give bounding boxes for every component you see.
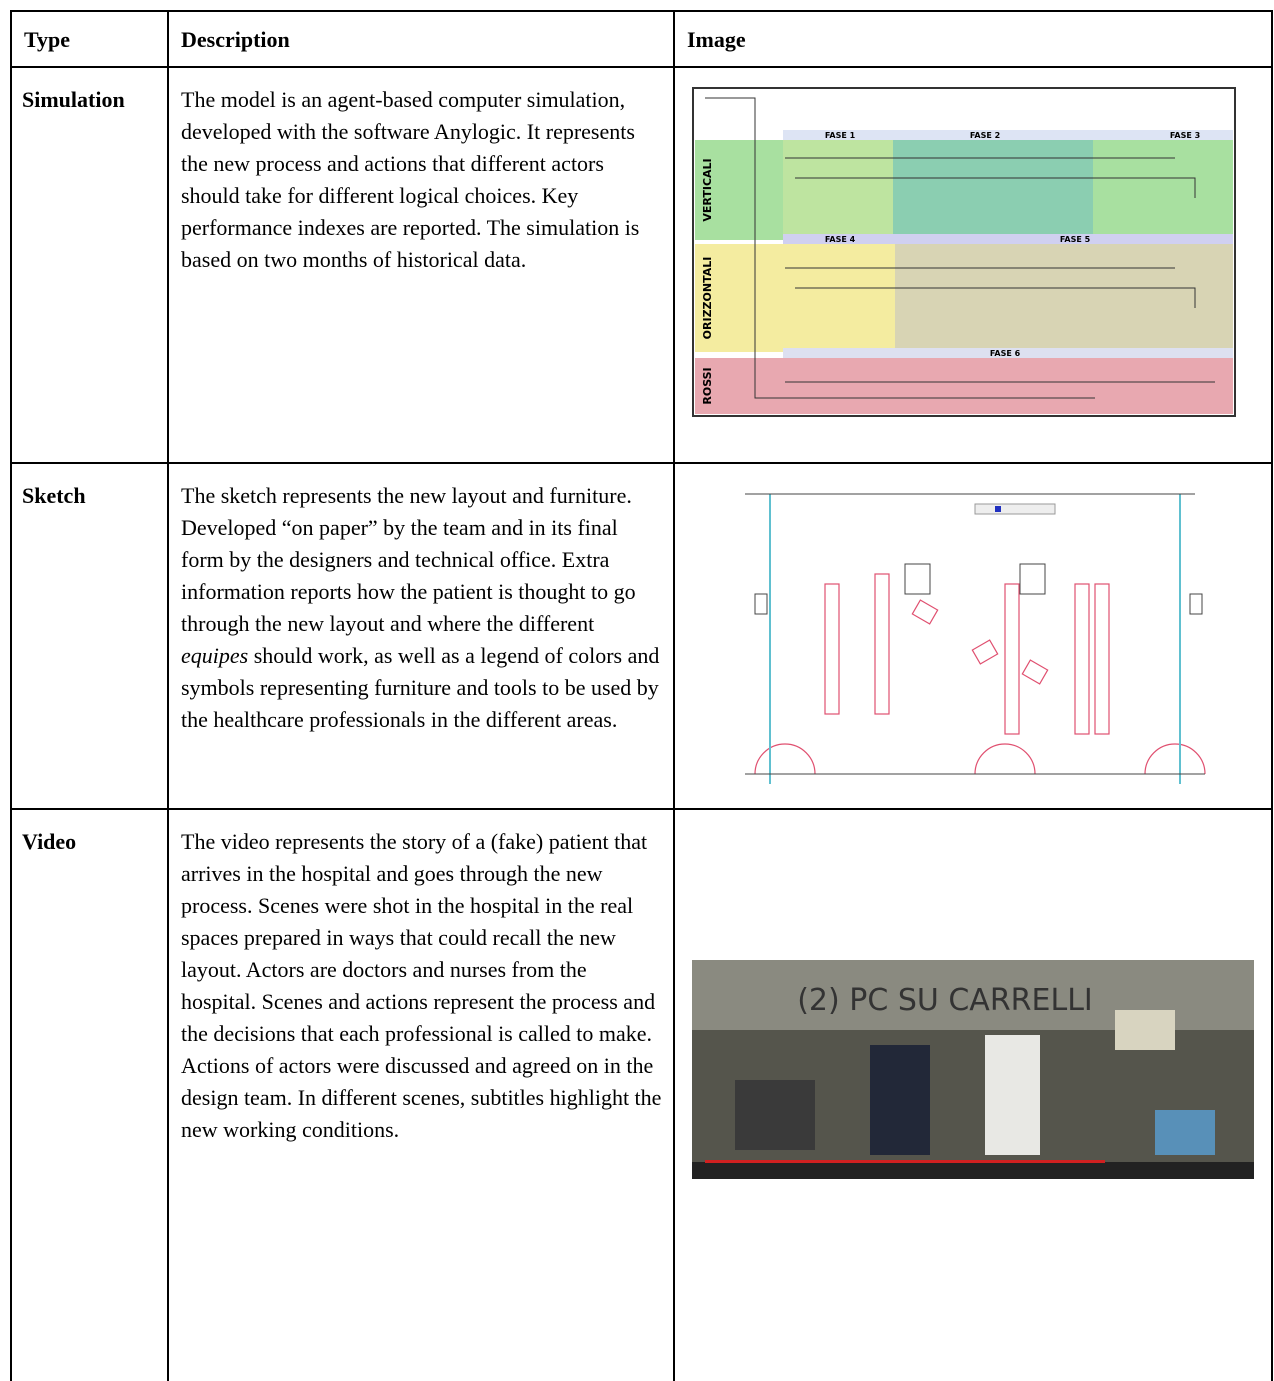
description: The model is an agent-based computer sim… <box>181 87 640 272</box>
phase-label: FASE 2 <box>970 131 1000 140</box>
phase-label: FASE 1 <box>825 131 856 140</box>
simulation-image: FASE 1 FASE 2 FASE 3 FASE 4 FASE 5 FASE 6 VER… <box>692 87 1236 417</box>
phase-label: FASE 4 <box>825 235 856 244</box>
description: The video represents the story of a (fak… <box>181 829 662 1142</box>
type-cell: Video <box>10 808 169 1381</box>
row: Video The video represents the story of … <box>10 808 1273 1381</box>
phase-label: FASE 5 <box>1060 235 1091 244</box>
image-cell: FASE 1 FASE 2 FASE 3 FASE 4 FASE 5 FASE 6 VER… <box>673 66 1273 464</box>
description-cell: The video represents the story of a (fak… <box>167 808 675 1381</box>
header-cell: Type <box>10 10 169 68</box>
description-italic: equipes <box>181 643 249 668</box>
header-row: Type Description Image <box>10 10 1273 68</box>
image-cell <box>673 462 1273 810</box>
row: Simulation The model is an agent-based c… <box>10 66 1273 464</box>
description-cell: The sketch represents the new layout and… <box>167 462 675 810</box>
type-cell: Simulation <box>10 66 169 464</box>
video-caption: (2) PC SU CARRELLI <box>797 983 1093 1018</box>
sketch-image <box>745 493 1206 784</box>
image-cell: (2) PC SU CARRELLI <box>673 808 1273 1381</box>
video-image: (2) PC SU CARRELLI <box>692 960 1254 1179</box>
header-cell: Image <box>673 10 1273 68</box>
header-cell: Description <box>167 10 675 68</box>
lane-label: ORIZZONTALI <box>701 257 714 340</box>
description: The sketch represents the new layout and… <box>181 483 636 636</box>
lane-label: ROSSI <box>701 367 714 404</box>
type-cell: Sketch <box>10 462 169 810</box>
row: Sketch The sketch represents the new lay… <box>10 462 1273 810</box>
phase-label: FASE 3 <box>1170 131 1200 140</box>
prototype-table: Type Description Image Simulation The mo… <box>10 10 1273 1381</box>
description: should work, as well as a legend of colo… <box>181 643 660 732</box>
lane-label: VERTICALI <box>701 158 714 221</box>
phase-label: FASE 6 <box>990 349 1021 358</box>
description-cell: The model is an agent-based computer sim… <box>167 66 675 464</box>
